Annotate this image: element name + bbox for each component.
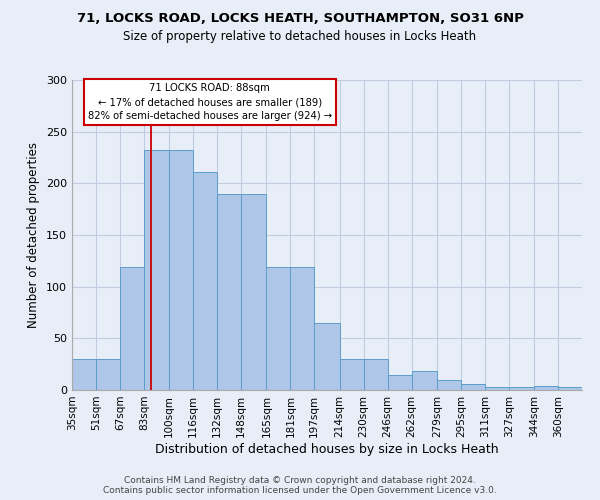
Bar [193,172,217,390]
Bar [241,194,266,390]
Bar [340,359,364,390]
Bar [412,372,437,390]
X-axis label: Distribution of detached houses by size in Locks Heath: Distribution of detached houses by size … [155,442,499,456]
Bar [72,359,96,390]
Bar [534,386,558,390]
Bar [364,359,388,390]
Text: Size of property relative to detached houses in Locks Heath: Size of property relative to detached ho… [124,30,476,43]
Bar [509,387,534,390]
Bar [144,150,169,390]
Bar [437,380,461,390]
Bar [217,194,241,390]
Bar [169,150,193,390]
Bar [290,267,314,390]
Bar [485,387,509,390]
Bar [314,323,340,390]
Text: 71 LOCKS ROAD: 88sqm
← 17% of detached houses are smaller (189)
82% of semi-deta: 71 LOCKS ROAD: 88sqm ← 17% of detached h… [88,83,332,121]
Bar [388,374,412,390]
Bar [558,387,582,390]
Bar [461,384,485,390]
Y-axis label: Number of detached properties: Number of detached properties [28,142,40,328]
Bar [120,267,144,390]
Text: Contains HM Land Registry data © Crown copyright and database right 2024.
Contai: Contains HM Land Registry data © Crown c… [103,476,497,495]
Bar [266,267,290,390]
Text: 71, LOCKS ROAD, LOCKS HEATH, SOUTHAMPTON, SO31 6NP: 71, LOCKS ROAD, LOCKS HEATH, SOUTHAMPTON… [77,12,523,26]
Bar [96,359,120,390]
